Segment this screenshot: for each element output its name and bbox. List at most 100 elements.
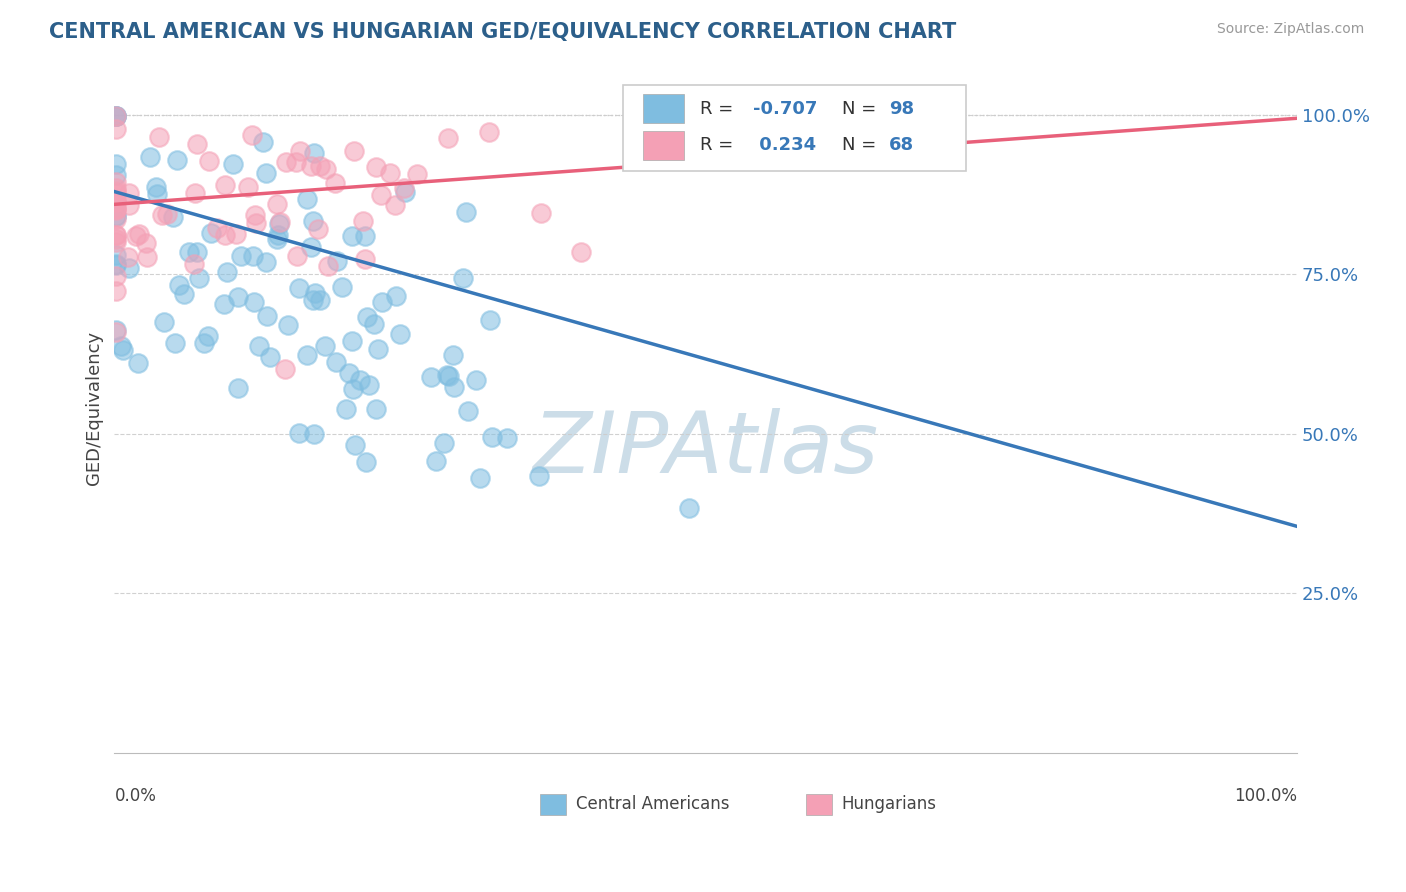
Point [349, 373, 371, 387]
Point [419, 369, 441, 384]
Point [186, 244, 208, 259]
Text: R =: R = [700, 136, 738, 154]
Text: 0.0%: 0.0% [114, 787, 156, 805]
Text: R =: R = [700, 100, 738, 118]
Point [290, 144, 312, 158]
Point [148, 129, 170, 144]
Point [308, 159, 330, 173]
Point [226, 381, 249, 395]
Point [104, 201, 127, 215]
Point [135, 235, 157, 250]
Y-axis label: GED/Equivalency: GED/Equivalency [86, 331, 103, 485]
Point [326, 254, 349, 268]
Point [451, 271, 474, 285]
Text: N =: N = [842, 100, 882, 118]
Point [163, 335, 186, 350]
Point [481, 430, 503, 444]
Point [104, 121, 127, 136]
Point [240, 128, 263, 142]
Point [330, 280, 353, 294]
Point [104, 227, 127, 242]
Point [135, 251, 157, 265]
Point [437, 368, 460, 383]
Point [436, 131, 458, 145]
Point [221, 157, 243, 171]
Point [441, 348, 464, 362]
Point [454, 205, 477, 219]
Point [343, 144, 366, 158]
Point [104, 168, 127, 182]
Point [166, 153, 188, 167]
Point [378, 166, 401, 180]
Text: 100.0%: 100.0% [1234, 787, 1298, 805]
Point [530, 206, 553, 220]
Text: CENTRAL AMERICAN VS HUNGARIAN GED/EQUIVALENCY CORRELATION CHART: CENTRAL AMERICAN VS HUNGARIAN GED/EQUIVA… [49, 22, 956, 42]
Point [267, 217, 290, 231]
Point [302, 427, 325, 442]
Point [179, 245, 201, 260]
Point [245, 216, 267, 230]
Point [173, 286, 195, 301]
Point [110, 338, 132, 352]
FancyBboxPatch shape [540, 794, 567, 814]
Point [457, 404, 479, 418]
Point [465, 373, 488, 387]
Point [104, 109, 127, 123]
Point [118, 186, 141, 200]
Point [299, 159, 322, 173]
Point [146, 187, 169, 202]
Point [342, 383, 364, 397]
Point [104, 258, 127, 272]
Point [340, 334, 363, 348]
Point [325, 354, 347, 368]
Point [247, 339, 270, 353]
Point [183, 186, 205, 201]
Text: ZIPAtlas: ZIPAtlas [533, 409, 879, 491]
Text: 0.234: 0.234 [754, 136, 815, 154]
Text: Hungarians: Hungarians [842, 796, 936, 814]
Point [104, 109, 127, 123]
Point [384, 198, 406, 212]
Point [389, 326, 412, 341]
Point [392, 180, 415, 194]
FancyBboxPatch shape [806, 794, 832, 814]
Point [225, 227, 247, 242]
Point [370, 187, 392, 202]
Point [197, 329, 219, 343]
Point [356, 310, 378, 324]
Point [104, 247, 127, 261]
Point [104, 181, 127, 195]
Point [318, 259, 340, 273]
Point [125, 229, 148, 244]
Point [371, 295, 394, 310]
Point [259, 351, 281, 365]
Point [104, 232, 127, 246]
Point [394, 185, 416, 199]
Point [433, 436, 456, 450]
Point [315, 161, 337, 176]
Point [243, 208, 266, 222]
Point [353, 252, 375, 266]
Point [217, 265, 239, 279]
Point [104, 210, 127, 224]
Point [150, 208, 173, 222]
Point [367, 342, 389, 356]
Point [443, 380, 465, 394]
Point [343, 437, 366, 451]
Point [337, 366, 360, 380]
Point [104, 109, 127, 123]
Point [304, 286, 326, 301]
Point [127, 355, 149, 369]
Point [104, 194, 127, 208]
Point [104, 202, 127, 217]
Point [302, 293, 325, 307]
Point [307, 221, 329, 235]
FancyBboxPatch shape [643, 131, 685, 160]
FancyBboxPatch shape [623, 85, 966, 170]
Point [335, 402, 357, 417]
Text: Source: ZipAtlas.com: Source: ZipAtlas.com [1216, 22, 1364, 37]
FancyBboxPatch shape [643, 95, 685, 123]
Point [188, 271, 211, 285]
Point [254, 166, 277, 180]
Point [104, 235, 127, 250]
